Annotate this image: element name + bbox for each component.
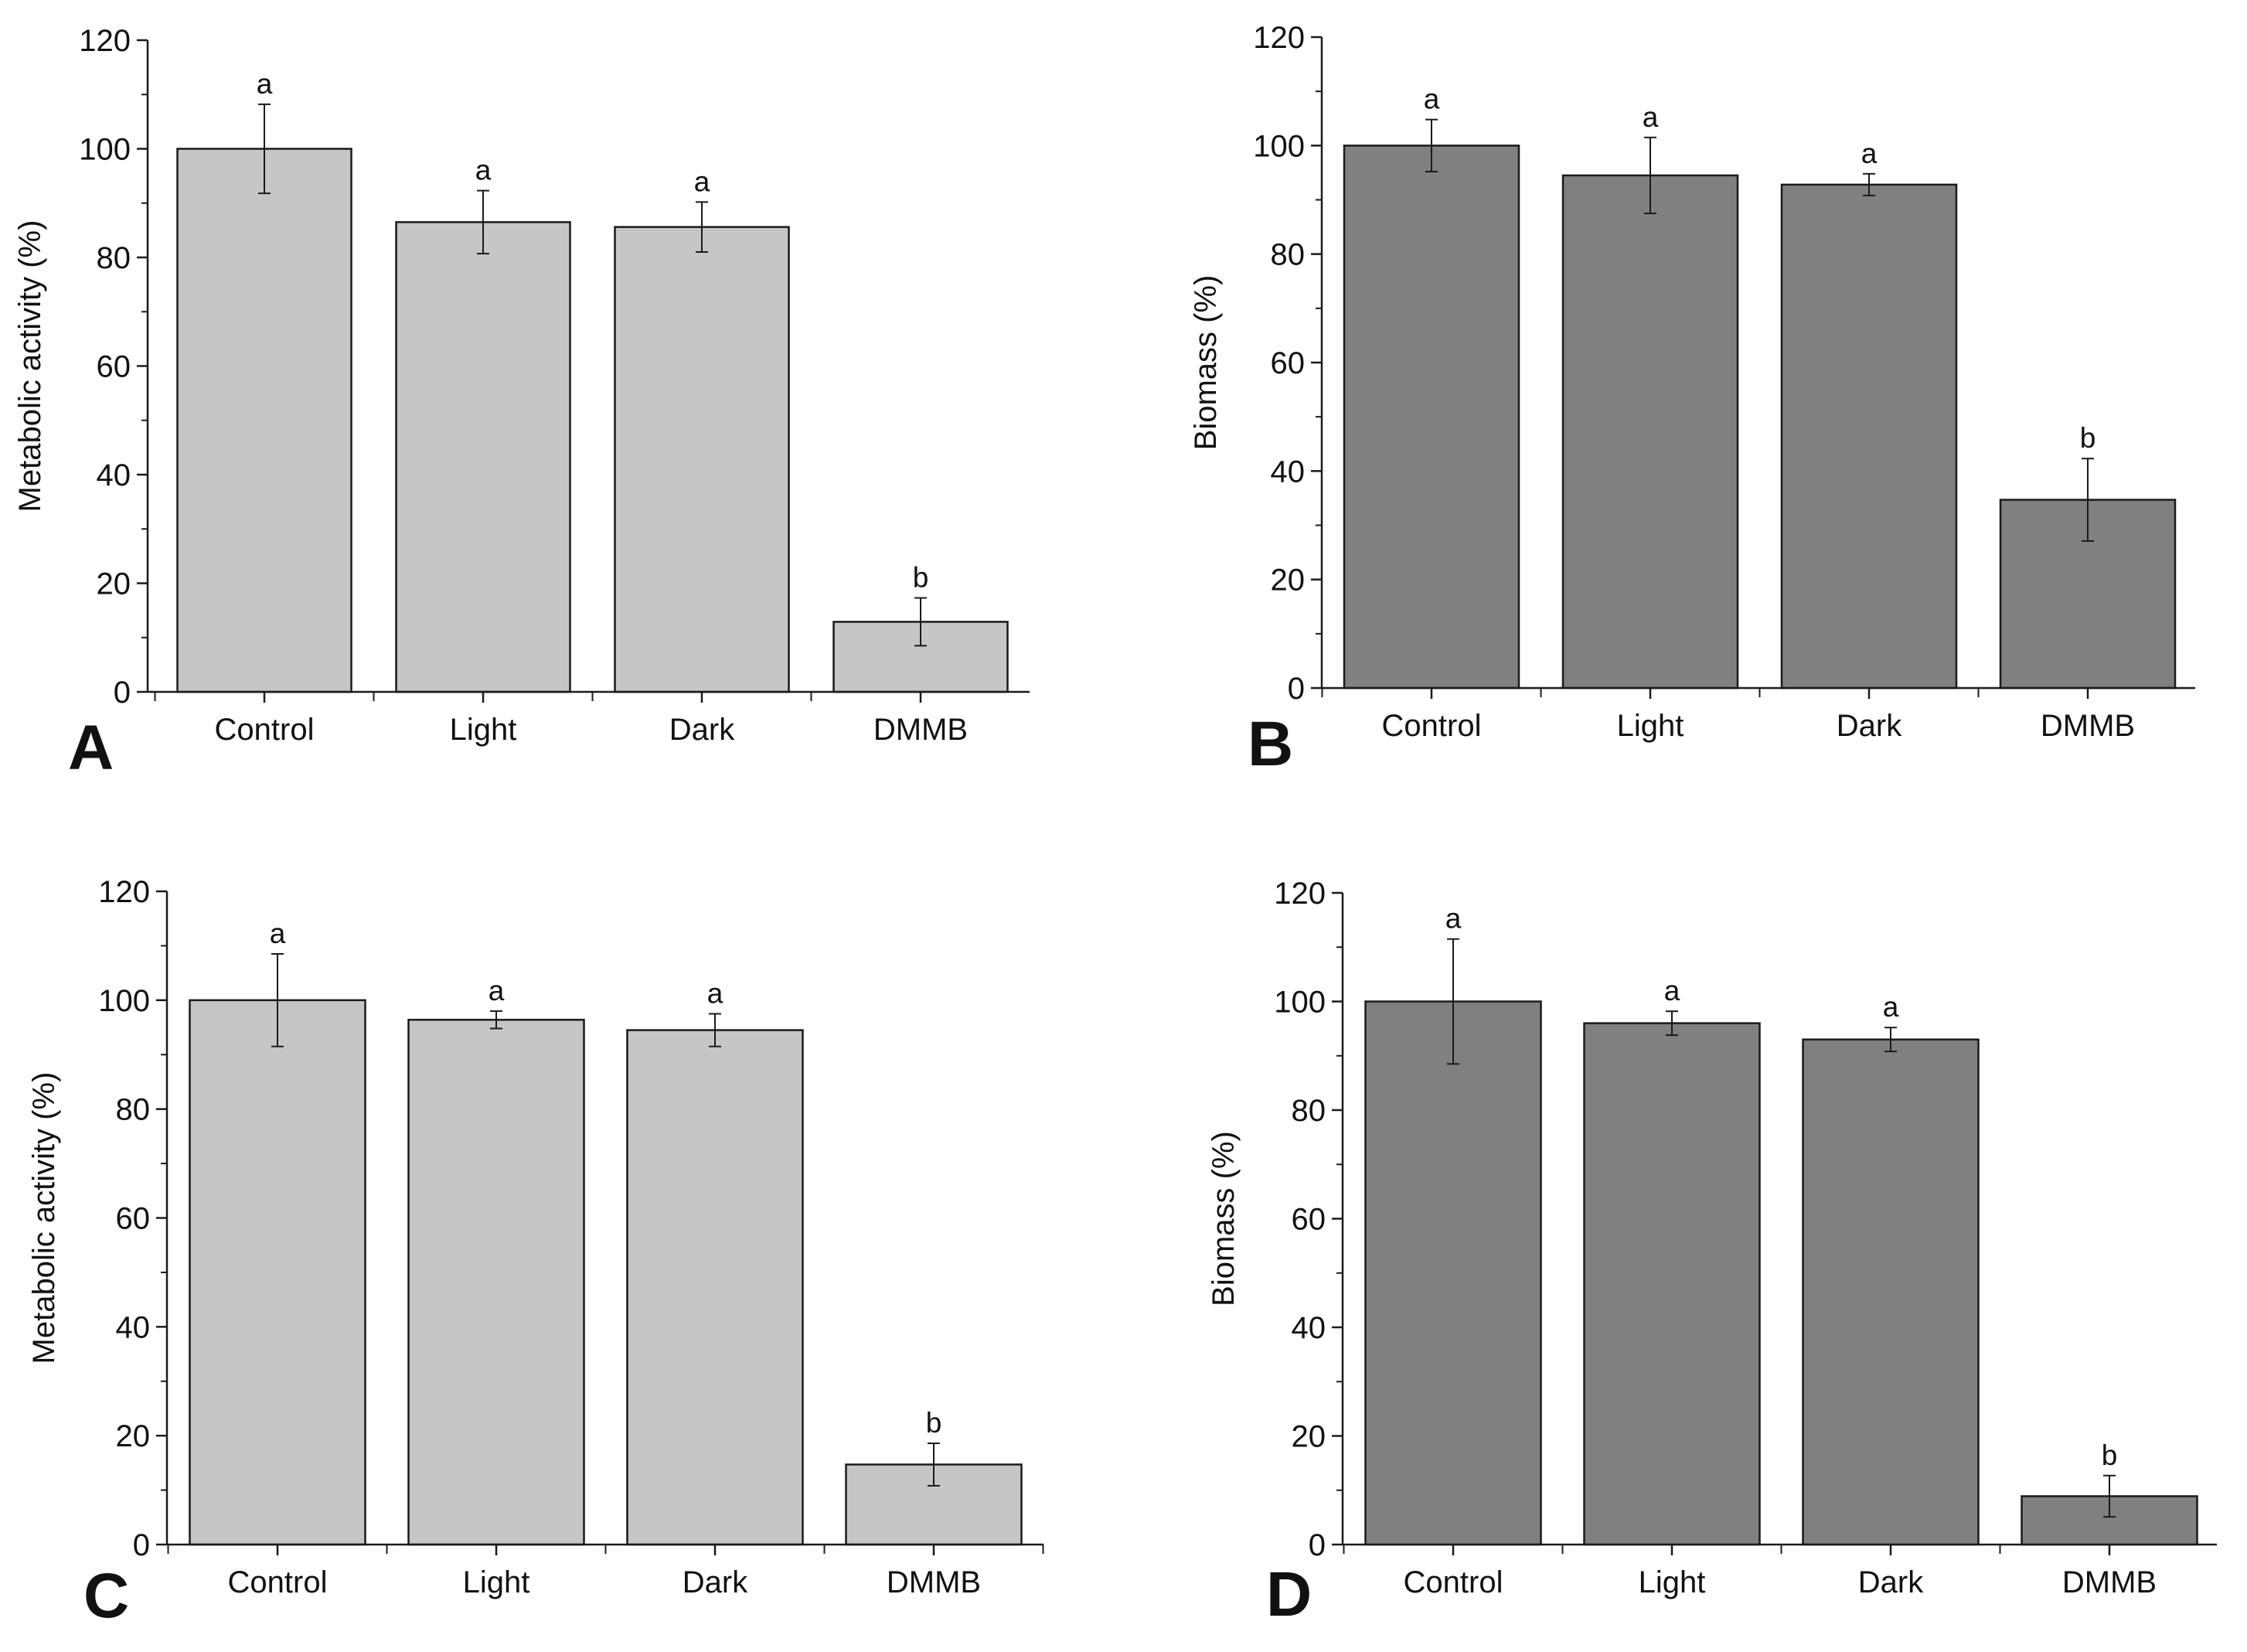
significance-label: a — [489, 975, 505, 1007]
y-tick-label: 80 — [1271, 238, 1306, 272]
x-tick-label: Dark — [669, 713, 735, 747]
y-tick-label: 80 — [1292, 1094, 1326, 1128]
bar-light — [1583, 1022, 1761, 1546]
panel-letter-a: A — [68, 713, 114, 783]
y-tick-label: 20 — [1292, 1420, 1326, 1454]
y-tick-label: 100 — [1253, 129, 1305, 163]
x-tick-label: Dark — [1858, 1565, 1924, 1599]
y-tick-label: 40 — [97, 458, 131, 492]
y-tick-label: 40 — [116, 1310, 151, 1344]
y-axis-label: Biomass (%) — [1207, 1131, 1241, 1306]
significance-label: a — [707, 977, 723, 1009]
y-tick-label: 20 — [116, 1419, 151, 1453]
y-tick-label: 60 — [116, 1202, 151, 1236]
significance-label: b — [2080, 422, 2096, 454]
x-tick-label: Light — [463, 1565, 530, 1599]
y-tick-label: 0 — [1309, 1528, 1326, 1562]
bar-light — [407, 1018, 585, 1546]
bar-light — [395, 221, 571, 693]
y-tick-label: 0 — [114, 676, 131, 710]
significance-label: a — [1861, 138, 1878, 169]
y-tick-label: 60 — [1292, 1203, 1326, 1237]
y-tick-label: 120 — [79, 24, 131, 58]
bar-dark — [614, 226, 790, 693]
significance-label: a — [475, 155, 492, 186]
x-tick-label: Control — [215, 713, 315, 747]
panel-letter-b: B — [1248, 709, 1293, 779]
x-tick-label: Control — [228, 1565, 328, 1599]
panel-letter-c: C — [83, 1561, 129, 1631]
y-tick-label: 120 — [1274, 877, 1326, 911]
y-tick-label: 20 — [97, 567, 131, 601]
y-tick-label: 60 — [1271, 346, 1306, 380]
y-tick-label: 0 — [1288, 672, 1305, 706]
significance-label: b — [2102, 1439, 2118, 1471]
significance-label: a — [1883, 991, 1899, 1023]
y-tick-label: 20 — [1271, 564, 1306, 598]
panel-letter-d: D — [1266, 1559, 1312, 1630]
x-tick-label: Light — [1639, 1565, 1706, 1599]
significance-label: a — [694, 165, 710, 197]
chart-panel-d: a Control a Light a Dark b DMMB 0 20 40 60 80 100 120 B… — [1207, 877, 2217, 1630]
y-tick-label: 0 — [133, 1528, 150, 1562]
y-axis-label: Biomass (%) — [1189, 275, 1223, 451]
y-axis-label: Metabolic activity (%) — [27, 1072, 61, 1364]
chart-panel-b: a Control a Light a Dark b DMMB 0 20 40 60 80 100 120 B… — [1189, 21, 2195, 779]
bar-dark — [626, 1029, 804, 1546]
significance-label: a — [1445, 903, 1462, 935]
x-tick-label: Dark — [1837, 709, 1902, 743]
x-tick-label: Dark — [683, 1565, 748, 1599]
y-tick-label: 40 — [1271, 455, 1306, 489]
bar-control — [176, 148, 352, 693]
y-tick-label: 120 — [98, 875, 150, 909]
x-tick-label: Light — [1617, 709, 1684, 743]
chart-panel-c: a Control a Light a Dark b DMMB 0 20 40 60 80 100 120 M… — [27, 875, 1044, 1631]
y-tick-label: 40 — [1292, 1311, 1326, 1345]
bar-control — [1364, 1000, 1542, 1546]
significance-label: b — [913, 561, 929, 593]
significance-label: b — [926, 1407, 942, 1439]
y-tick-label: 100 — [79, 133, 131, 167]
significance-label: a — [1643, 101, 1659, 133]
x-tick-label: Light — [450, 713, 517, 747]
significance-label: a — [1664, 975, 1680, 1007]
y-tick-label: 80 — [116, 1093, 151, 1127]
x-tick-label: Control — [1382, 709, 1482, 743]
bar-dark — [1802, 1038, 1980, 1546]
y-tick-label: 60 — [97, 350, 131, 384]
bar-control — [1343, 145, 1520, 690]
x-tick-label: DMMB — [2041, 709, 2135, 743]
significance-label: a — [257, 68, 273, 100]
bar-light — [1561, 174, 1739, 690]
x-tick-label: DMMB — [873, 713, 968, 747]
x-tick-label: Control — [1404, 1565, 1503, 1599]
x-tick-label: DMMB — [887, 1565, 981, 1599]
significance-label: a — [270, 918, 286, 949]
bar-control — [189, 999, 366, 1546]
significance-label: a — [1424, 83, 1440, 115]
x-tick-label: DMMB — [2062, 1565, 2157, 1599]
chart-panel-a: a Control a Light a Dark b DMMB 0 20 40 60 80 100 120 M… — [13, 24, 1030, 783]
y-axis-label: Metabolic activity (%) — [13, 220, 47, 513]
bar-dark — [1780, 183, 1958, 690]
y-tick-label: 80 — [97, 241, 131, 275]
y-tick-label: 120 — [1253, 21, 1305, 55]
y-tick-label: 100 — [1274, 986, 1326, 1020]
y-tick-label: 100 — [98, 984, 150, 1018]
